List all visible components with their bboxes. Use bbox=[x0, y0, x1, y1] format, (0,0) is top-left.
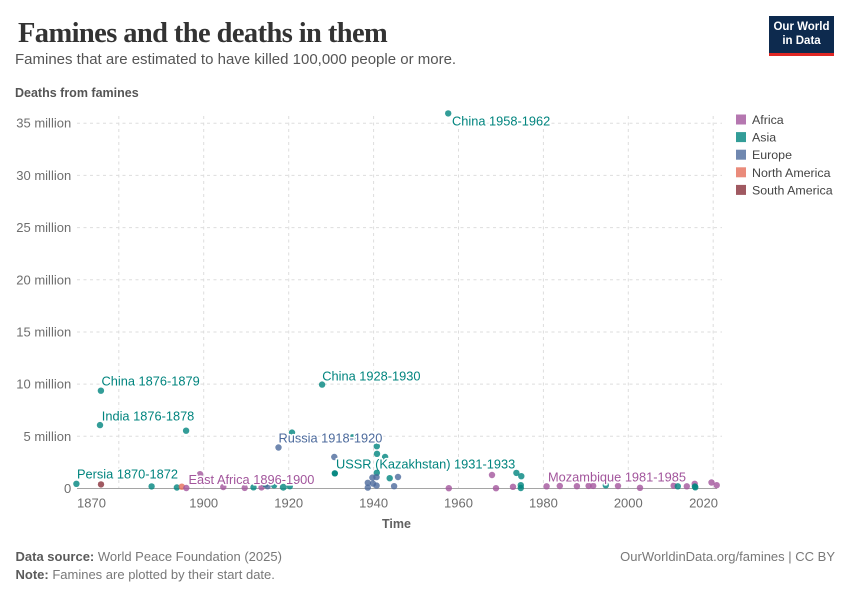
svg-text:25 million: 25 million bbox=[16, 220, 71, 235]
svg-text:1920: 1920 bbox=[274, 496, 303, 511]
svg-text:1980: 1980 bbox=[529, 496, 558, 511]
svg-text:35 million: 35 million bbox=[16, 116, 71, 131]
svg-text:20 million: 20 million bbox=[16, 272, 71, 287]
svg-text:Time: Time bbox=[382, 517, 411, 531]
svg-text:East Africa 1896-1900: East Africa 1896-1900 bbox=[189, 472, 315, 487]
svg-text:China 1876-1879: China 1876-1879 bbox=[102, 373, 200, 388]
svg-text:Mozambique 1981-1985: Mozambique 1981-1985 bbox=[548, 470, 686, 485]
svg-text:China 1958-1962: China 1958-1962 bbox=[452, 114, 550, 129]
svg-text:USSR (Kazakhstan) 1931-1933: USSR (Kazakhstan) 1931-1933 bbox=[336, 457, 515, 472]
svg-text:Europe: Europe bbox=[752, 148, 792, 162]
svg-text:Russia 1918-1920: Russia 1918-1920 bbox=[279, 431, 383, 446]
svg-text:1870: 1870 bbox=[77, 496, 106, 511]
svg-text:China 1928-1930: China 1928-1930 bbox=[322, 369, 420, 384]
svg-text:1960: 1960 bbox=[444, 496, 473, 511]
svg-text:0: 0 bbox=[64, 481, 71, 496]
svg-text:South America: South America bbox=[752, 183, 833, 197]
svg-text:2000: 2000 bbox=[614, 496, 643, 511]
svg-text:India 1876-1878: India 1876-1878 bbox=[102, 408, 195, 423]
svg-text:North America: North America bbox=[752, 166, 831, 180]
svg-text:Asia: Asia bbox=[752, 131, 776, 145]
svg-text:1940: 1940 bbox=[359, 496, 388, 511]
svg-text:30 million: 30 million bbox=[16, 168, 71, 183]
svg-text:15 million: 15 million bbox=[16, 325, 71, 340]
svg-text:Africa: Africa bbox=[752, 113, 784, 127]
svg-text:1900: 1900 bbox=[189, 496, 218, 511]
svg-text:2020: 2020 bbox=[689, 496, 718, 511]
svg-text:10 million: 10 million bbox=[16, 377, 71, 392]
svg-text:5 million: 5 million bbox=[24, 429, 72, 444]
svg-text:Persia 1870-1872: Persia 1870-1872 bbox=[77, 467, 178, 482]
